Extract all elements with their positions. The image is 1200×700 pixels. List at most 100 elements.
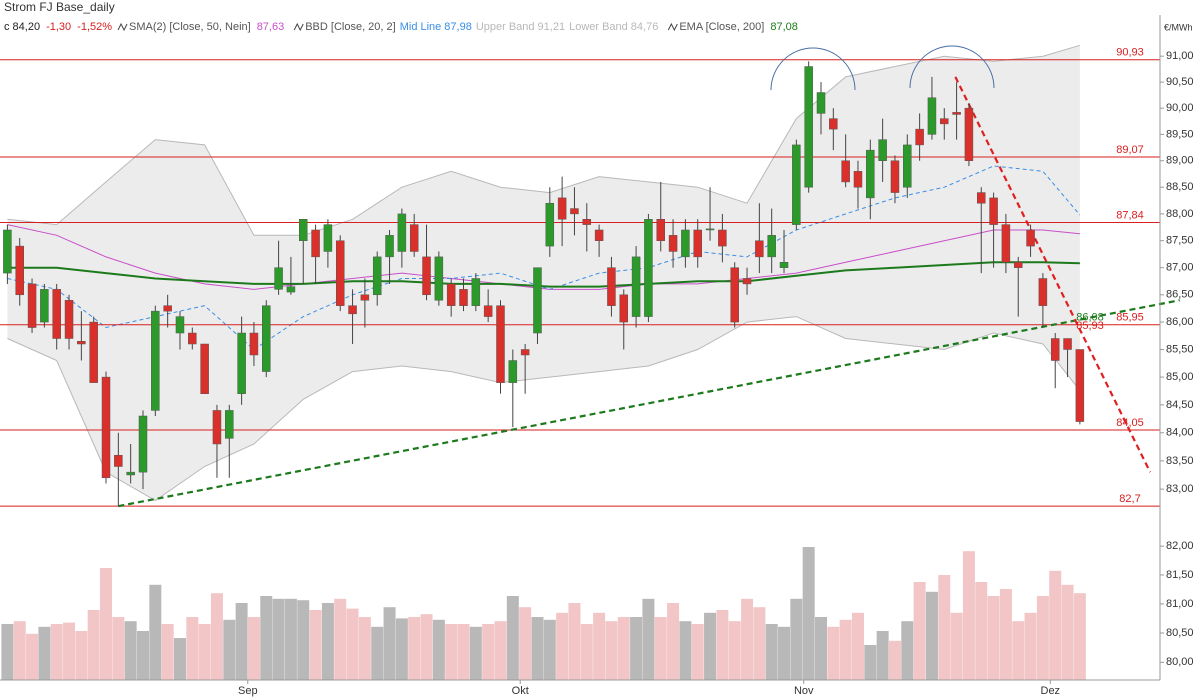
candle-body: [3, 229, 12, 274]
candle-body: [311, 229, 320, 258]
candle-body: [570, 208, 579, 215]
volume-bar: [679, 621, 692, 680]
indicator-name: EMA [Close, 200]: [679, 21, 764, 33]
candle-body: [533, 267, 542, 334]
y-tick-label: 86,50: [1166, 289, 1194, 301]
readout-close: c 84,20: [4, 21, 40, 33]
candle-body: [348, 305, 357, 315]
candle-body: [1026, 229, 1035, 247]
volume-bar: [925, 591, 938, 680]
candle-body: [804, 66, 813, 188]
volume-bar: [334, 598, 347, 680]
candle-body: [385, 235, 394, 258]
volume-bar: [617, 617, 630, 680]
volume-bar: [494, 621, 507, 680]
volume-bar: [506, 596, 519, 680]
y-tick-label: 85,50: [1166, 343, 1194, 355]
candle-body: [878, 139, 887, 161]
volume-bar: [1073, 593, 1086, 680]
volume-bar: [13, 621, 26, 680]
volume-bar: [432, 619, 445, 680]
indicator-label: Mid Line: [400, 21, 442, 33]
candle-body: [471, 278, 481, 306]
candle-body: [841, 160, 850, 183]
y-tick-label: 83,00: [1166, 483, 1194, 495]
candle-body: [607, 267, 616, 306]
volume-bar: [420, 614, 433, 680]
y-tick-label: 89,00: [1166, 155, 1194, 167]
volume-bar: [272, 598, 285, 680]
candle-body: [656, 219, 665, 241]
candle-body: [1063, 338, 1072, 350]
indicator-line: [7, 165, 1081, 351]
level-label: 90,93: [1116, 47, 1144, 59]
candle-body: [779, 262, 789, 268]
volume-bar: [395, 618, 408, 680]
level-label: 84,05: [1116, 417, 1144, 429]
trend-line: [954, 76, 1152, 473]
candle-body: [792, 144, 801, 225]
candle-body: [64, 299, 74, 339]
candle-body: [15, 245, 24, 296]
candle-body: [915, 128, 924, 146]
y-tick-label: 88,50: [1166, 181, 1194, 193]
y-tick-label: 80,00: [1166, 656, 1194, 668]
volume-bar: [654, 617, 667, 680]
indicator-icon: [667, 22, 678, 32]
y-tick-label: 83,50: [1166, 455, 1194, 467]
candle-body: [89, 321, 98, 383]
candle-body: [262, 305, 271, 372]
volume-bar: [75, 631, 88, 680]
candle-body: [1013, 262, 1023, 268]
y-tick-label: 90,00: [1166, 102, 1194, 114]
volume-bar: [987, 596, 1000, 680]
y-tick-label: 84,00: [1166, 427, 1194, 439]
indicator-icon: [117, 22, 128, 32]
x-tick-label: Sep: [238, 685, 258, 697]
candle-body: [742, 278, 752, 285]
indicator-line: [7, 316, 1081, 502]
volume-bar: [186, 617, 199, 680]
volume-bar: [1049, 570, 1062, 680]
candle-body: [175, 316, 185, 334]
indicator-icon: [293, 22, 304, 32]
y-tick-label: 90,50: [1166, 76, 1194, 88]
candle-body: [101, 376, 111, 479]
volume-bar: [469, 626, 482, 680]
candle-body: [520, 349, 530, 356]
trend-line: [118, 299, 1180, 508]
volume-bar: [63, 622, 76, 680]
volume-bar: [247, 617, 260, 680]
y-tick-label: 81,50: [1166, 569, 1194, 581]
candle-body: [188, 332, 197, 345]
volume-bar: [383, 607, 396, 680]
y-tick-label: 82,00: [1166, 540, 1194, 552]
volume-bar: [112, 617, 125, 680]
candle-body: [755, 240, 764, 258]
x-tick-label: Nov: [794, 685, 814, 697]
volume-bar: [716, 610, 729, 680]
indicator-value: 84,76: [631, 21, 659, 33]
volume-bar: [753, 607, 766, 680]
y-tick-label: 85,00: [1166, 371, 1194, 383]
candle-body: [693, 229, 702, 258]
candle-body: [126, 471, 135, 476]
volume-bar: [543, 619, 556, 680]
indicator-value: 87,98: [444, 21, 472, 33]
candle-body: [360, 294, 370, 301]
volume-bar: [827, 626, 840, 680]
y-tick-label: 89,50: [1166, 128, 1194, 140]
candle-body: [890, 160, 900, 193]
x-tick-label: Okt: [512, 685, 529, 697]
readout-change: -1,30: [46, 21, 71, 33]
candle-body: [668, 235, 678, 252]
level-label: 82,7: [1119, 493, 1140, 505]
candle-body: [816, 92, 826, 114]
volume-bar: [778, 626, 791, 680]
volume-bar: [87, 610, 100, 680]
top-arc: [770, 47, 856, 91]
indicator-name: BBD [Close, 20, 2]: [305, 21, 396, 33]
candle-body: [372, 256, 382, 296]
volume-bar: [100, 568, 113, 680]
